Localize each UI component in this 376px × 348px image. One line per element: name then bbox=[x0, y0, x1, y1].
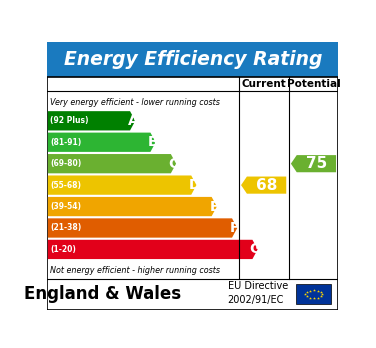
Text: (39-54): (39-54) bbox=[50, 202, 82, 211]
Text: (69-80): (69-80) bbox=[50, 159, 82, 168]
Polygon shape bbox=[48, 133, 156, 152]
Text: F: F bbox=[230, 221, 240, 235]
Text: 68: 68 bbox=[256, 177, 277, 193]
Polygon shape bbox=[48, 111, 135, 130]
Text: 75: 75 bbox=[306, 156, 327, 171]
Text: G: G bbox=[250, 243, 261, 256]
Text: (1-20): (1-20) bbox=[50, 245, 76, 254]
Polygon shape bbox=[48, 197, 217, 216]
Polygon shape bbox=[48, 240, 258, 259]
Text: (55-68): (55-68) bbox=[50, 181, 82, 190]
Bar bbox=[47, 77, 338, 310]
Text: C: C bbox=[168, 157, 179, 171]
Text: Potential: Potential bbox=[287, 79, 340, 89]
Text: A: A bbox=[127, 114, 138, 128]
Text: (92 Plus): (92 Plus) bbox=[50, 116, 89, 125]
Polygon shape bbox=[48, 154, 176, 173]
Bar bbox=[47, 42, 338, 77]
Text: Energy Efficiency Rating: Energy Efficiency Rating bbox=[64, 50, 322, 69]
Text: EU Directive
2002/91/EC: EU Directive 2002/91/EC bbox=[228, 282, 288, 304]
Polygon shape bbox=[241, 176, 286, 194]
Polygon shape bbox=[48, 175, 197, 195]
Polygon shape bbox=[291, 155, 336, 172]
Text: Not energy efficient - higher running costs: Not energy efficient - higher running co… bbox=[50, 266, 220, 275]
Text: England & Wales: England & Wales bbox=[24, 285, 181, 303]
Text: (21-38): (21-38) bbox=[50, 223, 82, 232]
Text: B: B bbox=[148, 135, 159, 149]
Bar bbox=[296, 284, 331, 304]
Text: E: E bbox=[210, 199, 219, 214]
Text: (81-91): (81-91) bbox=[50, 138, 82, 147]
Text: D: D bbox=[188, 178, 200, 192]
Text: Current: Current bbox=[241, 79, 286, 89]
Text: Very energy efficient - lower running costs: Very energy efficient - lower running co… bbox=[50, 97, 220, 106]
Polygon shape bbox=[48, 218, 237, 238]
